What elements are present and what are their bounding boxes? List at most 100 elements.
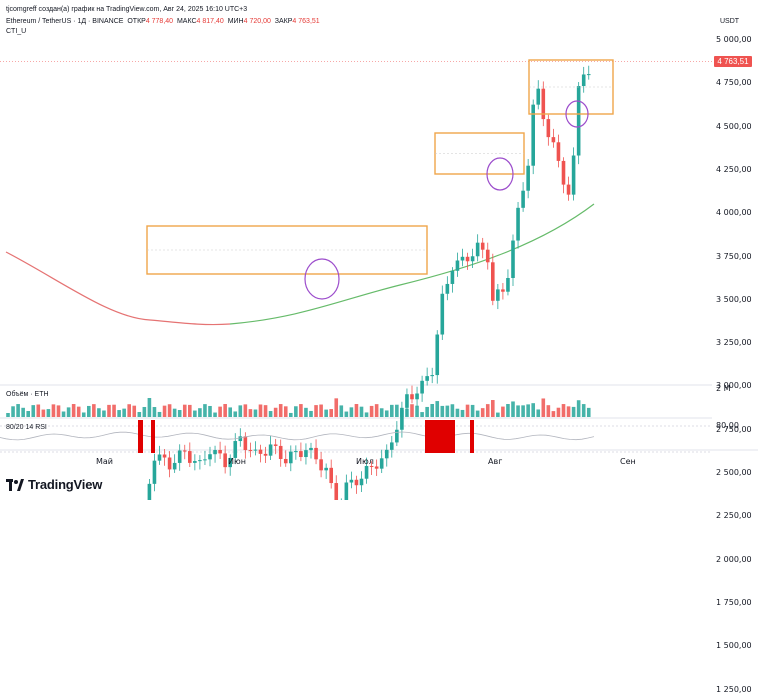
- candle-body: [455, 260, 460, 271]
- volume-bar: [152, 407, 157, 417]
- volume-bar: [526, 404, 530, 417]
- candle-body: [496, 289, 500, 301]
- price-tick: 3 500,00: [716, 294, 752, 304]
- volume-bar: [319, 404, 323, 417]
- volume-bar: [56, 405, 61, 417]
- candle-body: [258, 449, 263, 454]
- candle-body: [198, 460, 202, 462]
- volume-bar: [102, 410, 106, 417]
- volume-bar: [283, 406, 288, 417]
- candle-body: [586, 74, 591, 76]
- volume-bar: [16, 404, 20, 417]
- time-tick-may: Май: [96, 457, 114, 466]
- volume-bar: [420, 412, 424, 417]
- dip-circle: [486, 157, 514, 191]
- volume-bar: [309, 410, 313, 417]
- candle-body: [203, 459, 207, 461]
- candle-body: [188, 451, 192, 463]
- candle-body: [491, 262, 495, 301]
- volume-bar: [6, 413, 10, 417]
- symbol-name[interactable]: Ethereum / TetherUS · 1Д · BINANCE: [6, 18, 124, 25]
- candle-body: [364, 465, 369, 479]
- rsi-tick: 80,00: [716, 421, 739, 430]
- volume-bar: [117, 410, 121, 417]
- indicator-label[interactable]: CTI_U: [6, 28, 27, 35]
- candle-body: [228, 457, 232, 468]
- time-tick-jul: Июл: [356, 457, 374, 466]
- volume-bar: [531, 403, 535, 417]
- volume-bar: [475, 410, 480, 417]
- volume-bar: [162, 405, 167, 417]
- candle-body: [475, 242, 480, 257]
- volume-bar: [203, 404, 207, 417]
- candle-body: [460, 256, 465, 261]
- volume-bar: [329, 409, 333, 417]
- candle-body: [369, 465, 374, 467]
- volume-bar: [324, 409, 328, 417]
- candle-body: [379, 458, 384, 469]
- candle-body: [324, 467, 328, 471]
- volume-bar: [299, 404, 303, 417]
- volume-bar: [571, 406, 576, 417]
- price-tick: 3 250,00: [716, 338, 752, 348]
- volume-bar: [435, 401, 440, 417]
- volume-bar: [581, 404, 586, 417]
- volume-bar: [51, 404, 56, 417]
- candle-body: [435, 334, 440, 376]
- volume-bar: [263, 405, 268, 417]
- price-tick: 2 250,00: [716, 511, 752, 521]
- candle-body: [561, 160, 566, 185]
- volume-bar: [339, 405, 344, 417]
- candle-body: [566, 184, 571, 195]
- dip-circle: [304, 258, 340, 300]
- volume-bar: [157, 411, 162, 417]
- candle-body: [501, 289, 505, 292]
- volume-bar: [92, 404, 96, 417]
- volume-bar: [390, 404, 394, 417]
- volume-bar: [36, 404, 41, 417]
- candle-body: [581, 74, 586, 87]
- candle-body: [405, 394, 409, 408]
- candle-body: [511, 240, 515, 278]
- volume-bar: [410, 404, 414, 417]
- rsi-pane-label[interactable]: 80/20 14 RSI: [6, 424, 47, 431]
- volume-bar: [268, 411, 273, 417]
- candle-body: [420, 380, 424, 394]
- volume-bar: [359, 406, 364, 417]
- tradingview-logo[interactable]: TradingView: [6, 477, 102, 492]
- candle-body: [354, 479, 359, 486]
- volume-bar: [379, 408, 384, 417]
- price-chart[interactable]: [0, 0, 758, 500]
- volume-bar: [304, 407, 308, 417]
- candle-body: [147, 483, 152, 500]
- price-tick: 2 000,00: [716, 554, 752, 564]
- candle-body: [167, 457, 172, 470]
- volume-bar: [460, 409, 465, 417]
- volume-bar: [273, 407, 278, 417]
- candle-body: [329, 467, 333, 484]
- candle-body: [516, 207, 520, 241]
- volume-bar: [561, 404, 566, 417]
- candle-body: [526, 165, 530, 191]
- rsi-overbought-block: [138, 420, 143, 453]
- volume-bar: [556, 407, 561, 417]
- volume-bar: [208, 405, 212, 417]
- candle-body: [571, 155, 576, 195]
- candle-body: [480, 242, 485, 250]
- volume-bar: [364, 412, 369, 417]
- author-line: tjcomgreff создан(а) график на TradingVi…: [6, 6, 248, 13]
- volume-bar: [253, 409, 258, 417]
- volume-bar: [198, 408, 202, 417]
- candle-body: [278, 445, 283, 459]
- rsi-overbought-block: [425, 420, 455, 453]
- candle-body: [536, 88, 541, 105]
- rsi-overbought-block: [151, 420, 155, 453]
- candle-body: [319, 459, 323, 471]
- candle-body: [238, 436, 243, 442]
- volume-bar: [455, 408, 460, 417]
- volume-bar: [445, 405, 450, 417]
- volume-bar: [233, 411, 238, 417]
- price-tick: 4 000,00: [716, 208, 752, 218]
- candle-body: [541, 88, 546, 120]
- volume-pane-label[interactable]: Объём · ETH: [6, 391, 49, 398]
